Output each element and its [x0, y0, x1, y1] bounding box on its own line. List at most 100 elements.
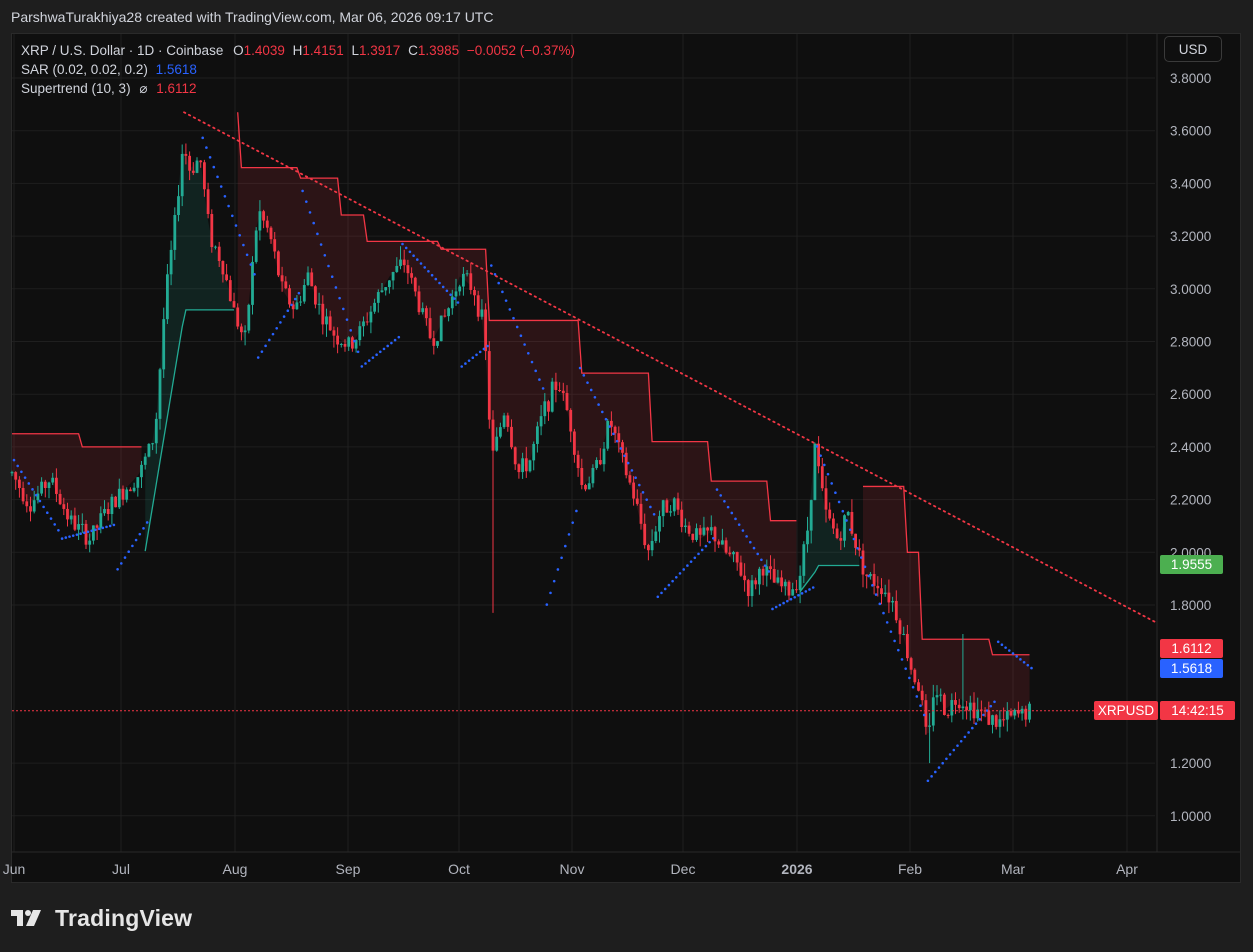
candle-body — [258, 211, 262, 231]
x-tick-label: 2026 — [781, 861, 812, 877]
y-tick-label: 1.8000 — [1170, 598, 1211, 613]
candle-body — [66, 508, 69, 520]
candle-body — [462, 273, 465, 287]
candle-body — [880, 588, 883, 595]
y-tick-label: 3.2000 — [1170, 229, 1211, 244]
y-tick-label: 3.6000 — [1170, 124, 1211, 139]
sar-dot — [268, 338, 271, 342]
sar-dot — [967, 731, 970, 734]
credit-text: ParshwaTurakhiya28 created with TradingV… — [11, 9, 494, 25]
candle-body — [140, 464, 143, 478]
candle-body — [891, 600, 894, 603]
legend-supertrend-label: Supertrend (10, 3) — [21, 81, 131, 96]
candle-body — [203, 162, 206, 190]
candle-body — [754, 580, 758, 585]
candle-body — [643, 523, 647, 546]
sar-dot — [834, 491, 837, 494]
x-tick-label: Sep — [336, 861, 361, 877]
hidden-eye-icon[interactable]: ⌀ — [139, 81, 148, 96]
sar-dot — [419, 262, 423, 265]
sar-dot — [382, 347, 386, 351]
sar-price-tag: 1.5618 — [1160, 659, 1223, 678]
sar-dot — [242, 243, 245, 247]
candle-body — [251, 261, 254, 305]
candle-body — [824, 488, 828, 510]
sar-dot — [401, 242, 404, 246]
candle-body — [676, 498, 680, 510]
sar-dot — [83, 531, 86, 535]
legend-close: 1.3985 — [417, 43, 460, 58]
sar-dot — [1022, 660, 1026, 664]
candle-body — [746, 580, 750, 597]
supertrend-down-fill — [12, 433, 142, 539]
candle-body — [1028, 703, 1031, 720]
sar-dot — [416, 258, 419, 261]
legend-supertrend-row[interactable]: Supertrend (10, 3) ⌀ 1.6112 — [21, 79, 575, 98]
candle-body — [965, 706, 968, 711]
candle-body — [658, 516, 661, 532]
sar-dot — [900, 658, 904, 661]
candle-body — [576, 454, 580, 469]
candle-body — [924, 700, 928, 727]
sar-dot — [112, 523, 116, 527]
candle-body — [524, 458, 528, 472]
sar-dot — [438, 281, 441, 285]
sar-dot — [937, 766, 941, 769]
legend-sar-row[interactable]: SAR (0.02, 0.02, 0.2) 1.5618 — [21, 60, 575, 79]
candle-body — [698, 528, 702, 535]
sar-dot — [412, 254, 415, 258]
brand-name: TradingView — [55, 904, 193, 931]
candle-body — [425, 308, 428, 319]
candle-body — [617, 433, 621, 443]
sar-dot — [1026, 663, 1030, 667]
sar-dot — [260, 350, 264, 353]
candle-body — [195, 160, 199, 173]
candle-body — [336, 335, 339, 345]
candle-body — [1002, 719, 1005, 721]
sar-dot — [108, 524, 112, 528]
sar-dot — [71, 534, 75, 537]
sar-dot — [138, 532, 142, 536]
sar-dot — [804, 590, 808, 593]
candle-body — [713, 527, 717, 542]
candle-body — [802, 544, 806, 576]
candle-body — [491, 419, 495, 451]
candle-body — [339, 344, 343, 346]
sar-dot — [397, 335, 401, 339]
candle-body — [669, 511, 672, 513]
candle-body — [439, 315, 443, 342]
candle-body — [295, 302, 299, 310]
candle-body — [935, 695, 939, 698]
sar-dot — [27, 482, 31, 485]
candle-body — [77, 524, 80, 530]
sar-dot — [538, 378, 541, 381]
sar-dot — [589, 388, 593, 392]
sar-dot — [519, 334, 523, 338]
footer: TradingView — [11, 902, 192, 934]
candle-body — [513, 447, 517, 465]
candle-body — [968, 702, 972, 711]
candle-body — [606, 420, 610, 449]
candle-body — [417, 291, 421, 313]
sar-dot — [560, 556, 563, 560]
sar-dot — [105, 525, 108, 529]
candle-body — [487, 351, 491, 420]
sar-dot — [275, 326, 279, 330]
candle-body — [584, 485, 587, 490]
sar-dot — [915, 695, 919, 698]
candle-body — [547, 401, 550, 412]
sar-dot — [652, 512, 656, 516]
candle-body — [376, 292, 380, 303]
candle-body — [554, 381, 558, 391]
sar-dot — [800, 592, 804, 595]
candle-body — [543, 401, 547, 417]
candle-body — [928, 725, 931, 727]
candle-body — [684, 525, 687, 528]
candle-body — [210, 214, 214, 248]
currency-button[interactable]: USD — [1164, 36, 1222, 62]
y-tick-label: 2.8000 — [1170, 335, 1211, 350]
candle-body — [473, 289, 476, 296]
candle-body — [876, 585, 880, 589]
sar-dot — [1000, 643, 1004, 647]
